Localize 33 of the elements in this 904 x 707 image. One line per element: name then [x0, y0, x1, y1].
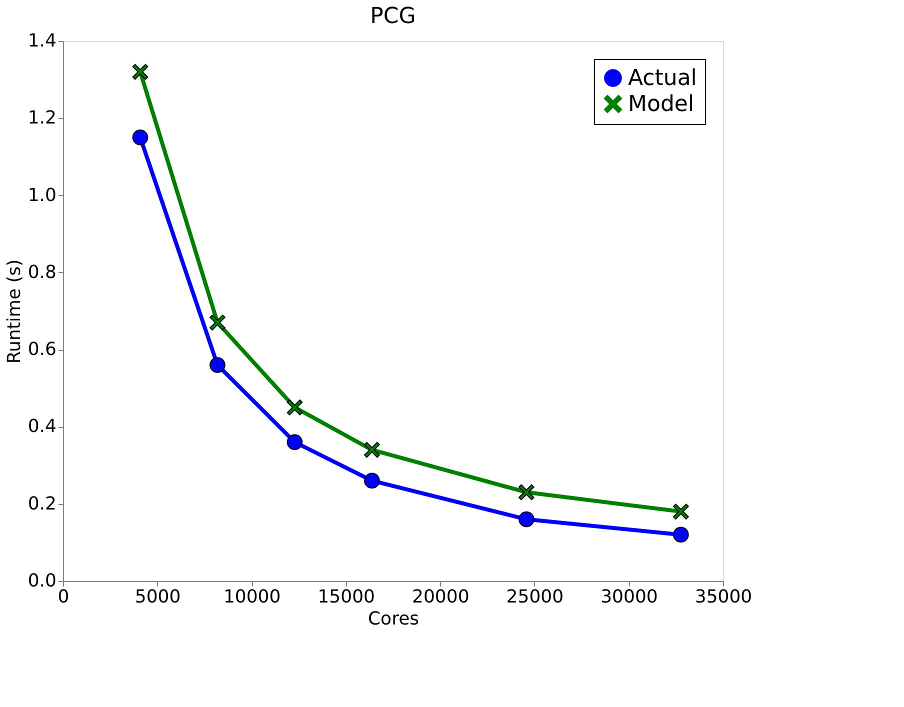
x-axis-title: Cores [368, 608, 420, 630]
point [364, 442, 380, 458]
legend-label: Model [628, 92, 694, 117]
point [286, 400, 303, 416]
y-tick-label: 1.2 [28, 108, 56, 129]
x-tick-label: 15000 [318, 586, 375, 608]
y-tick-label: 0.4 [28, 416, 56, 438]
point [286, 434, 303, 450]
point [210, 357, 226, 373]
x-tick-label: 35000 [694, 586, 752, 608]
x-tick-label: 25000 [506, 586, 564, 608]
x-tick-label: 0 [58, 586, 70, 608]
point [132, 64, 148, 80]
x-tick-label: 10000 [223, 586, 281, 608]
legend-label: Actual [628, 66, 697, 91]
point [364, 472, 380, 489]
y-tick-label: 0.8 [28, 262, 56, 283]
y-tick-label: 1.0 [28, 184, 56, 206]
chart-title: PCG [370, 4, 416, 29]
x-tick-label: 5000 [134, 586, 181, 608]
point [518, 484, 534, 500]
point [672, 526, 689, 543]
point [518, 511, 534, 528]
point [210, 314, 226, 330]
y-tick-label: 0.2 [28, 493, 56, 514]
y-tick-label: 0.6 [28, 339, 56, 360]
y-tick-label: 1.4 [28, 30, 56, 52]
point [132, 130, 148, 146]
x-tick-label: 20000 [412, 586, 470, 608]
y-tick-label: 0.0 [28, 570, 56, 592]
x-tick-label: 30000 [600, 586, 658, 608]
point [672, 504, 689, 520]
y-axis-title: Runtime (s) [4, 259, 25, 364]
